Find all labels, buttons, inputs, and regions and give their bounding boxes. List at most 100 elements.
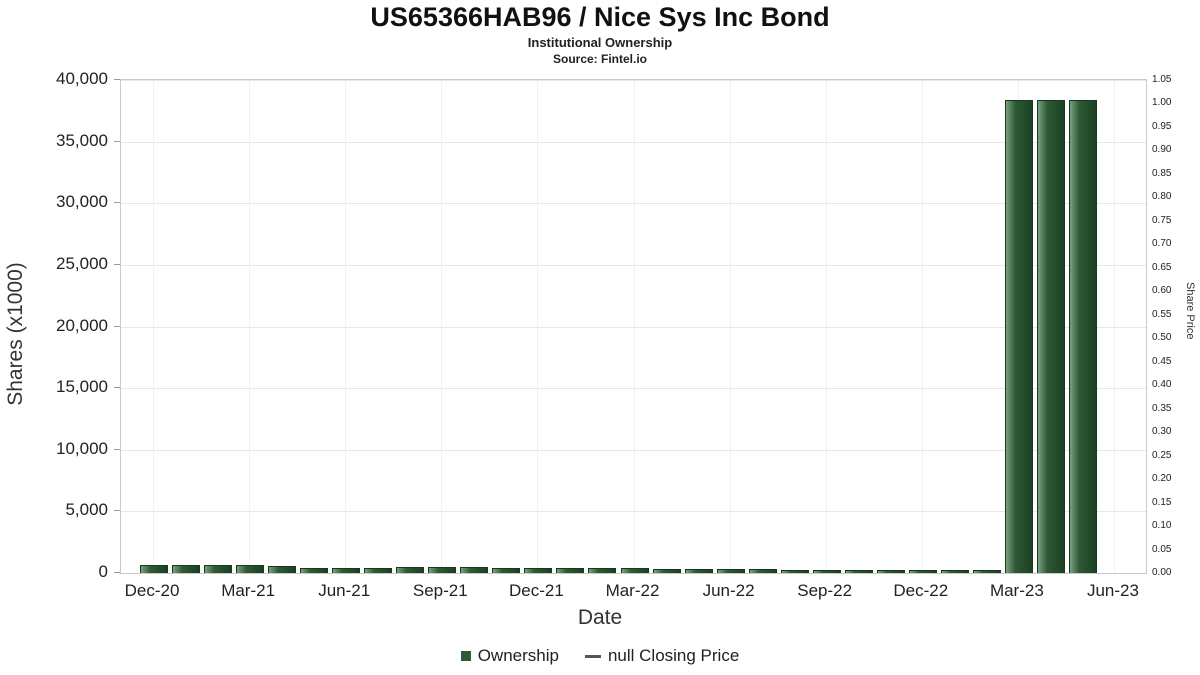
right-axis-tick-label: 0.75: [1152, 214, 1172, 226]
ownership-bar: [364, 568, 392, 573]
ownership-bar: [172, 565, 200, 573]
ownership-bar: [781, 570, 809, 573]
closing-price-line-icon: [584, 654, 601, 658]
ownership-bar: [813, 570, 841, 573]
right-axis-tick-label: 1.00: [1152, 97, 1172, 109]
right-axis-tick-label: 0.80: [1152, 191, 1172, 203]
x-axis-tick-label: Sep-21: [412, 581, 468, 600]
ownership-bar: [588, 568, 616, 573]
ownership-bar: [204, 565, 232, 573]
ownership-bar: [973, 570, 1001, 573]
ownership-bar: [1069, 100, 1097, 573]
gridline-vertical: [729, 80, 731, 573]
gridline-vertical: [345, 80, 347, 573]
ownership-bar: [492, 568, 520, 573]
gridline-vertical: [825, 80, 827, 573]
right-axis-tick-label: 0.40: [1152, 379, 1172, 391]
x-axis-tick-label: Jun-21: [318, 581, 371, 600]
right-axis-tick-label: 0.00: [1152, 567, 1172, 578]
left-axis-tick-mark: [114, 263, 120, 265]
ownership-bar: [268, 566, 296, 573]
right-axis-tick-label: 0.25: [1152, 449, 1172, 461]
ownership-bar: [396, 567, 424, 573]
legend-item-closing-price[interactable]: null Closing Price: [584, 646, 740, 666]
ownership-bar: [236, 565, 264, 573]
right-axis-title: Share Price: [1184, 282, 1196, 340]
ownership-bar: [1005, 100, 1033, 573]
left-axis-tick-label: 10,000: [56, 438, 108, 458]
ownership-bar: [877, 570, 905, 573]
left-axis-tick-label: 20,000: [56, 315, 108, 335]
left-axis-title: Shares (x1000): [4, 262, 27, 406]
gridline-vertical: [249, 80, 251, 573]
right-axis-tick-label: 1.05: [1152, 74, 1172, 85]
right-axis-tick-label: 0.60: [1152, 285, 1172, 297]
x-axis-title: Date: [577, 606, 623, 629]
ownership-bar: [332, 568, 360, 573]
right-axis-tick-label: 0.35: [1152, 402, 1172, 414]
ownership-bar: [685, 569, 713, 573]
plot-area: [120, 79, 1147, 574]
right-axis-tick-label: 0.05: [1152, 543, 1172, 555]
right-axis-tick-label: 0.95: [1152, 120, 1172, 132]
ownership-bar: [140, 565, 168, 573]
ownership-swatch-icon: [460, 651, 471, 661]
legend-item-ownership[interactable]: Ownership: [460, 646, 559, 666]
legend-closing-price-label: null Closing Price: [607, 646, 740, 665]
left-axis-tick-mark: [114, 325, 120, 327]
right-axis-tick-label: 0.30: [1152, 426, 1172, 438]
ownership-bar: [909, 570, 937, 573]
gridline-vertical: [921, 80, 923, 573]
chart-source: Source: Fintel.io: [552, 52, 647, 66]
left-axis-tick-label: 25,000: [56, 253, 108, 273]
left-axis-tick-mark: [114, 387, 120, 389]
right-axis-tick-label: 0.65: [1152, 261, 1172, 273]
ownership-bar: [556, 568, 584, 573]
left-axis-tick-label: 5,000: [65, 500, 108, 520]
gridline-vertical: [633, 80, 635, 573]
left-axis-tick-mark: [114, 202, 120, 204]
left-axis-tick-label: 15,000: [56, 377, 108, 397]
left-axis-tick-mark: [114, 510, 120, 512]
ownership-bar: [653, 569, 681, 573]
x-axis-tick-label: Jun-22: [702, 581, 755, 600]
x-axis-tick-label: Dec-22: [893, 581, 949, 600]
x-axis-tick-label: Mar-22: [605, 581, 660, 600]
right-axis-tick-label: 0.55: [1152, 308, 1172, 320]
right-axis-tick-label: 0.10: [1152, 520, 1172, 532]
left-axis-tick-mark: [114, 448, 120, 450]
x-axis-tick-label: Dec-21: [509, 581, 564, 600]
ownership-bar: [460, 567, 488, 573]
left-axis-tick-mark: [114, 79, 120, 80]
gridline-vertical: [153, 80, 155, 573]
ownership-bar: [749, 569, 777, 573]
x-axis-tick-label: Mar-21: [221, 581, 276, 600]
right-axis-tick-label: 0.15: [1152, 496, 1172, 508]
left-axis-tick-label: 0: [98, 562, 108, 581]
right-axis-tick-label: 0.85: [1152, 167, 1172, 179]
x-axis-tick-label: Jun-23: [1086, 581, 1139, 600]
ownership-bar: [524, 568, 552, 573]
left-axis-tick-mark: [114, 140, 120, 142]
x-axis-tick-label: Mar-23: [989, 581, 1044, 600]
right-axis-tick-label: 0.90: [1152, 144, 1172, 156]
gridline-vertical: [1113, 80, 1115, 573]
legend: Ownership null Closing Price: [0, 646, 1200, 666]
chart-subtitle: Institutional Ownership: [527, 35, 673, 50]
ownership-bar: [845, 570, 873, 573]
x-axis-tick-label: Dec-20: [124, 581, 180, 600]
left-axis-tick-mark: [114, 572, 120, 573]
left-axis-tick-label: 40,000: [56, 69, 108, 88]
right-axis-tick-label: 0.20: [1152, 473, 1172, 485]
gridline-vertical: [537, 80, 539, 573]
chart-title: US65366HAB96 / Nice Sys Inc Bond: [370, 2, 830, 32]
gridline-vertical: [441, 80, 443, 573]
ownership-bar: [300, 568, 328, 573]
left-axis-tick-label: 35,000: [56, 130, 108, 150]
right-axis-tick-label: 0.50: [1152, 332, 1172, 344]
legend-ownership-label: Ownership: [477, 646, 559, 665]
ownership-bar: [717, 569, 745, 573]
ownership-bar: [1037, 100, 1065, 573]
left-axis-tick-label: 30,000: [56, 192, 108, 212]
